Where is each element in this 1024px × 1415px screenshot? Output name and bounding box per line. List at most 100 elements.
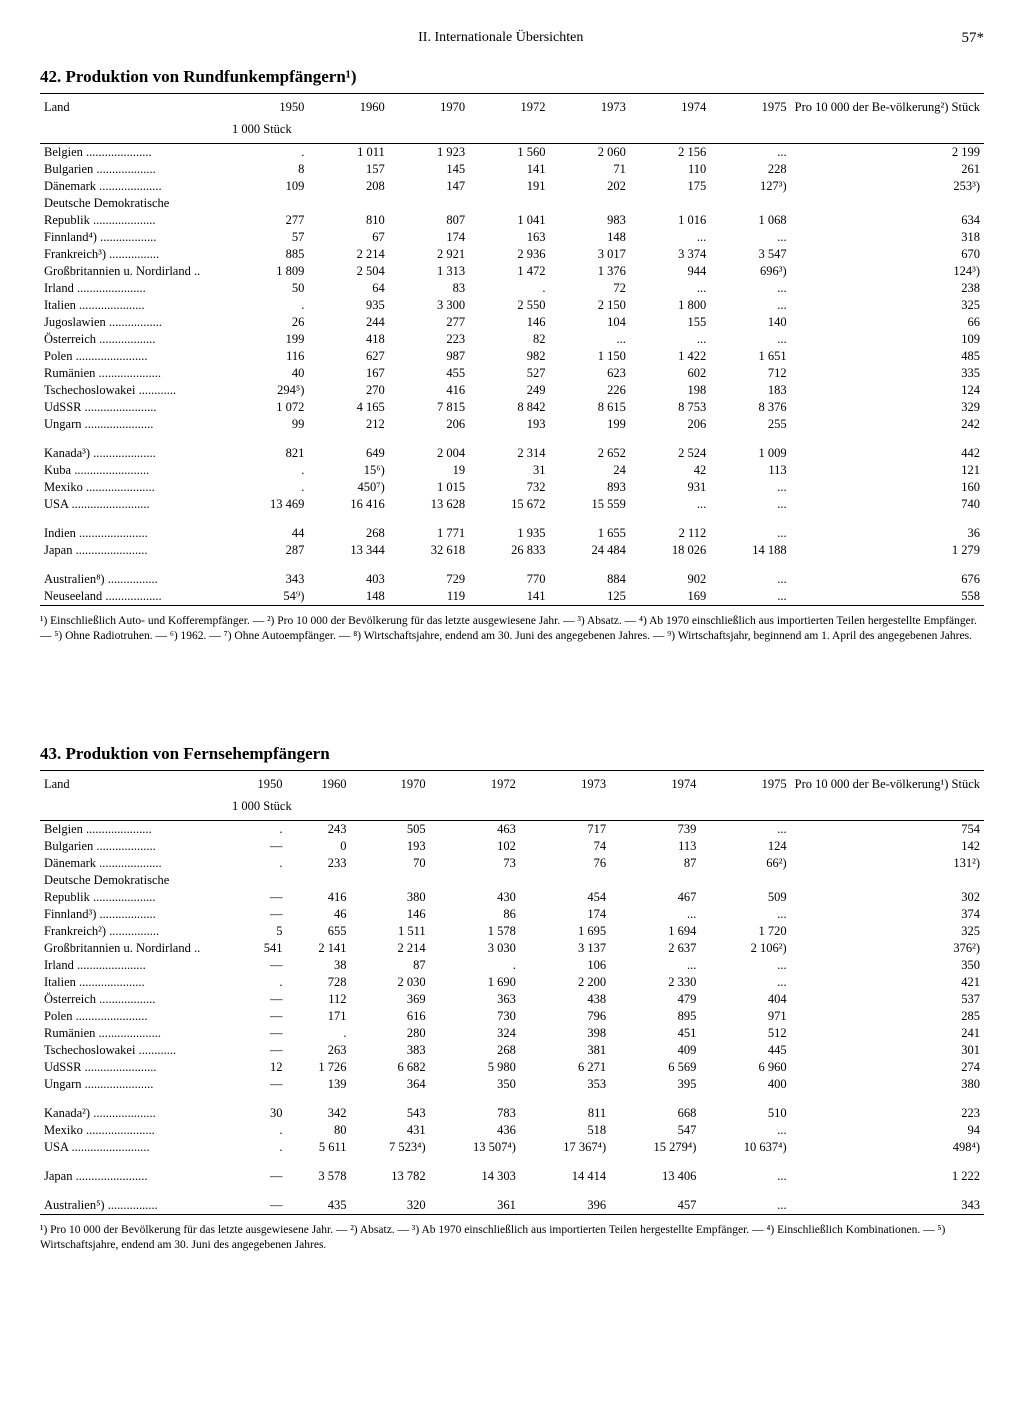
value-cell: 2 030 [351, 974, 430, 991]
value-cell: 398 [520, 1025, 610, 1042]
value-cell: 1 150 [550, 348, 630, 365]
table-row: Kuba .........................15⁶)193124… [40, 462, 984, 479]
value-cell: ... [610, 957, 700, 974]
value-cell: 193 [351, 838, 430, 855]
value-cell: 263 [286, 1042, 350, 1059]
value-cell: 19 [389, 462, 469, 479]
value-cell: 31 [469, 462, 549, 479]
value-cell: 7 815 [389, 399, 469, 416]
value-cell: 616 [351, 1008, 430, 1025]
value-cell [630, 195, 710, 212]
value-cell: 537 [791, 991, 984, 1008]
value-cell: 268 [430, 1042, 520, 1059]
table-row: Ungarn ......................99212206193… [40, 416, 984, 433]
value-cell: 376²) [791, 940, 984, 957]
value-cell: 729 [389, 571, 469, 588]
country-cell: Großbritannien u. Nordirland .. [40, 263, 228, 280]
value-cell: 38 [286, 957, 350, 974]
value-cell: 268 [308, 525, 388, 542]
value-cell: 442 [791, 445, 984, 462]
value-cell: 145 [389, 161, 469, 178]
value-cell: 13 406 [610, 1168, 700, 1185]
value-cell: 374 [791, 906, 984, 923]
value-cell: 740 [791, 496, 984, 513]
value-cell: 770 [469, 571, 549, 588]
value-cell: 6 682 [351, 1059, 430, 1076]
value-cell: 431 [351, 1122, 430, 1139]
value-cell: 32 618 [389, 542, 469, 559]
value-cell: 238 [791, 280, 984, 297]
value-cell: 558 [791, 588, 984, 606]
value-cell: 343 [228, 571, 308, 588]
table-row: Italien ......................9353 3002 … [40, 297, 984, 314]
value-cell: 24 [550, 462, 630, 479]
page-number: 57* [962, 30, 985, 47]
value-cell: 987 [389, 348, 469, 365]
value-cell: 1 041 [469, 212, 549, 229]
value-cell: . [228, 297, 308, 314]
table-row: Dänemark .....................2337073768… [40, 855, 984, 872]
value-cell: 74 [520, 838, 610, 855]
value-cell: ... [710, 229, 790, 246]
value-cell: . [469, 280, 549, 297]
country-cell: Australien⁸) ................ [40, 571, 228, 588]
value-cell: 2 106²) [700, 940, 790, 957]
value-cell: 971 [700, 1008, 790, 1025]
table-row: Bulgarien ...................—0193102741… [40, 838, 984, 855]
value-cell: 810 [308, 212, 388, 229]
table42-footnotes: ¹) Einschließlich Auto- und Kofferempfän… [40, 614, 984, 644]
value-cell: 94 [791, 1122, 984, 1139]
value-cell: 450⁷) [308, 479, 388, 496]
value-cell: 106 [520, 957, 610, 974]
value-cell: 2 921 [389, 246, 469, 263]
value-cell: 10 637⁴) [700, 1139, 790, 1156]
table-row: Japan .......................—3 57813 78… [40, 1168, 984, 1185]
value-cell: 547 [610, 1122, 700, 1139]
value-cell: 147 [389, 178, 469, 195]
value-cell: 50 [228, 280, 308, 297]
country-cell: Jugoslawien ................. [40, 314, 228, 331]
value-cell: 175 [630, 178, 710, 195]
table-row: Indien ......................442681 7711… [40, 525, 984, 542]
value-cell: 1 072 [228, 399, 308, 416]
value-cell: 64 [308, 280, 388, 297]
value-cell: 139 [286, 1076, 350, 1093]
country-cell: Neuseeland .................. [40, 588, 228, 606]
value-cell: 2 314 [469, 445, 549, 462]
value-cell: 739 [610, 821, 700, 838]
value-cell: — [228, 1076, 286, 1093]
value-cell: 193 [469, 416, 549, 433]
value-cell: 112 [286, 991, 350, 1008]
value-cell: 2 214 [351, 940, 430, 957]
table-row: Republik ....................2778108071 … [40, 212, 984, 229]
country-cell: Dänemark .................... [40, 855, 228, 872]
value-cell: 57 [228, 229, 308, 246]
table-row: Finnland⁴) ..................57671741631… [40, 229, 984, 246]
country-cell: Ungarn ...................... [40, 1076, 228, 1093]
country-cell: Deutsche Demokratische [40, 872, 228, 889]
value-cell: 1 809 [228, 263, 308, 280]
table-row: Australien⁸) ................34340372977… [40, 571, 984, 588]
value-cell: ... [700, 957, 790, 974]
value-cell: 124³) [791, 263, 984, 280]
table-row: Österreich ..................19941822382… [40, 331, 984, 348]
value-cell: 1 068 [710, 212, 790, 229]
value-cell: 1 511 [351, 923, 430, 940]
value-cell: 416 [389, 382, 469, 399]
value-cell: 1 472 [469, 263, 549, 280]
value-cell: 73 [430, 855, 520, 872]
table-row: Japan .......................28713 34432… [40, 542, 984, 559]
value-cell: — [228, 838, 286, 855]
value-cell: 3 578 [286, 1168, 350, 1185]
value-cell: 99 [228, 416, 308, 433]
value-cell: 14 303 [430, 1168, 520, 1185]
table-row: Ungarn ......................—1393643503… [40, 1076, 984, 1093]
value-cell [430, 872, 520, 889]
value-cell: 6 569 [610, 1059, 700, 1076]
value-cell: . [228, 462, 308, 479]
value-cell: 76 [520, 855, 610, 872]
page-header: II. Internationale Übersichten 57* [40, 30, 984, 47]
value-cell: 3 300 [389, 297, 469, 314]
value-cell: 16 416 [308, 496, 388, 513]
value-cell: 113 [610, 838, 700, 855]
